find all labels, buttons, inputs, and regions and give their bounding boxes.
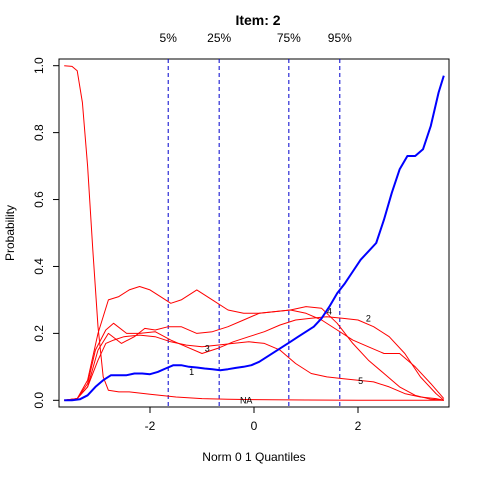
y-tick-label-5: 1.0 bbox=[32, 57, 46, 74]
x-tick-label-1: 0 bbox=[251, 419, 258, 433]
series-line-NA bbox=[64, 65, 444, 401]
series-line-3 bbox=[64, 316, 445, 401]
y-tick-label-3: 0.6 bbox=[32, 191, 46, 208]
curve-label-1: 1 bbox=[189, 367, 194, 377]
series-lines bbox=[64, 65, 445, 402]
percentile-labels: 5% 25% 75% 95% bbox=[160, 31, 353, 45]
percentile-label-1: 25% bbox=[207, 31, 231, 45]
x-tick-label-2: 2 bbox=[355, 419, 362, 433]
curve-label-5: 5 bbox=[358, 376, 363, 386]
y-tick-label-4: 0.8 bbox=[32, 124, 46, 141]
series-line-4 bbox=[64, 286, 445, 401]
curve-label-2: 3 bbox=[205, 343, 210, 353]
curve-label-3: 4 bbox=[327, 307, 332, 317]
series-line-2 bbox=[64, 75, 445, 402]
y-tick-label-0: 0.0 bbox=[32, 392, 46, 409]
x-axis: -2 0 2 bbox=[145, 407, 362, 433]
curve-label-0: NA bbox=[240, 395, 253, 405]
x-tick-label-0: -2 bbox=[145, 419, 156, 433]
y-tick-label-2: 0.4 bbox=[32, 258, 46, 275]
percentile-lines bbox=[167, 59, 341, 407]
y-tick-label-1: 0.2 bbox=[32, 325, 46, 342]
percentile-label-3: 95% bbox=[328, 31, 352, 45]
percentile-label-0: 5% bbox=[160, 31, 178, 45]
y-axis-label: Probability bbox=[3, 205, 17, 261]
plot-frame bbox=[58, 58, 450, 408]
percentile-label-2: 75% bbox=[277, 31, 301, 45]
chart-title: Item: 2 bbox=[235, 12, 280, 28]
curve-labels: NA 1 3 4 2 5 bbox=[189, 307, 371, 406]
series-line-5 bbox=[64, 306, 444, 401]
series-line-1 bbox=[64, 334, 444, 401]
x-axis-label: Norm 0 1 Quantiles bbox=[202, 450, 305, 464]
curve-label-4: 2 bbox=[366, 313, 371, 323]
y-axis: 0.0 0.2 0.4 0.6 0.8 1.0 bbox=[32, 57, 59, 409]
